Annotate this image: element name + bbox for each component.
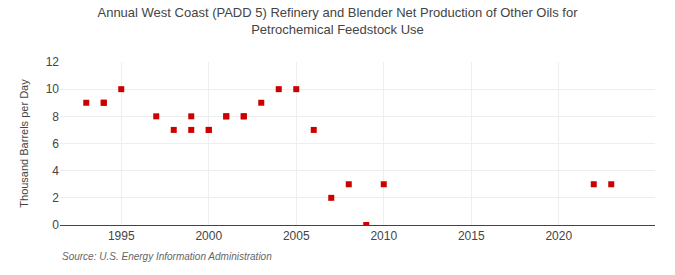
svg-text:10: 10 bbox=[46, 82, 60, 96]
svg-text:12: 12 bbox=[46, 55, 60, 69]
svg-text:6: 6 bbox=[52, 137, 59, 151]
svg-text:1995: 1995 bbox=[108, 229, 135, 243]
svg-text:Thousand Barrels per Day: Thousand Barrels per Day bbox=[18, 79, 30, 208]
svg-text:Annual West Coast (PADD 5) Ref: Annual West Coast (PADD 5) Refinery and … bbox=[97, 5, 578, 37]
svg-text:4: 4 bbox=[52, 164, 59, 178]
svg-text:Source: U.S. Energy Informatio: Source: U.S. Energy Information Administ… bbox=[62, 251, 272, 262]
svg-text:2: 2 bbox=[52, 191, 59, 205]
svg-text:2000: 2000 bbox=[195, 229, 222, 243]
svg-text:2015: 2015 bbox=[458, 229, 485, 243]
svg-text:0: 0 bbox=[52, 218, 59, 232]
svg-text:2005: 2005 bbox=[283, 229, 310, 243]
svg-text:2020: 2020 bbox=[545, 229, 572, 243]
svg-text:2010: 2010 bbox=[370, 229, 397, 243]
svg-text:8: 8 bbox=[52, 110, 59, 124]
